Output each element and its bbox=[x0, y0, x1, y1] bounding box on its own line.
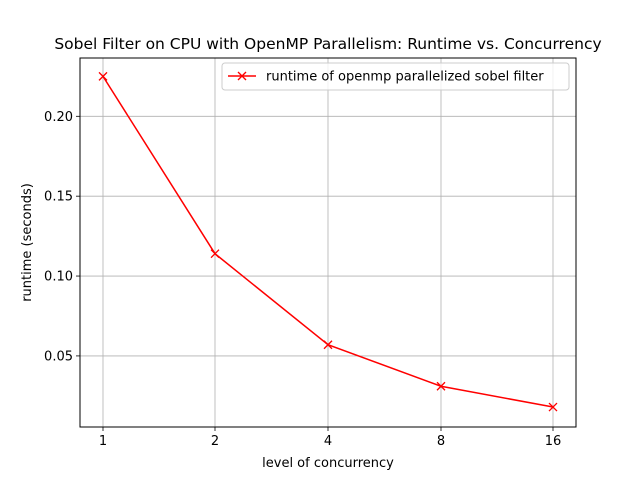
data-point-marker bbox=[436, 381, 446, 391]
x-tick-label: 2 bbox=[211, 434, 219, 449]
x-tick-label: 16 bbox=[545, 434, 562, 449]
x-axis-label: level of concurrency bbox=[262, 456, 394, 471]
x-tick-label: 4 bbox=[324, 434, 332, 449]
x-tick-label: 8 bbox=[437, 434, 445, 449]
legend-marker-icon bbox=[237, 71, 247, 81]
grid bbox=[80, 58, 576, 427]
legend-label: runtime of openmp parallelized sobel fil… bbox=[266, 70, 544, 85]
series-group bbox=[98, 71, 558, 412]
data-point-marker bbox=[98, 71, 108, 81]
plot-area: 1 2 4 8 16 0.05 0.10 0.15 0.20 bbox=[44, 57, 577, 449]
ticks: 1 2 4 8 16 0.05 0.10 0.15 0.20 bbox=[44, 110, 561, 449]
y-tick-label: 0.15 bbox=[44, 190, 73, 205]
legend-box bbox=[221, 62, 570, 91]
data-point-marker bbox=[323, 340, 333, 350]
y-tick-label: 0.10 bbox=[44, 270, 73, 285]
data-point-marker bbox=[210, 249, 220, 259]
y-tick-label: 0.20 bbox=[44, 110, 73, 125]
data-point-marker bbox=[548, 402, 558, 412]
x-tick-label: 1 bbox=[99, 434, 107, 449]
chart-title: Sobel Filter on CPU with OpenMP Parallel… bbox=[54, 35, 601, 53]
legend: runtime of openmp parallelized sobel fil… bbox=[221, 62, 570, 91]
y-axis-label: runtime (seconds) bbox=[20, 183, 35, 302]
y-tick-label: 0.05 bbox=[44, 349, 73, 364]
